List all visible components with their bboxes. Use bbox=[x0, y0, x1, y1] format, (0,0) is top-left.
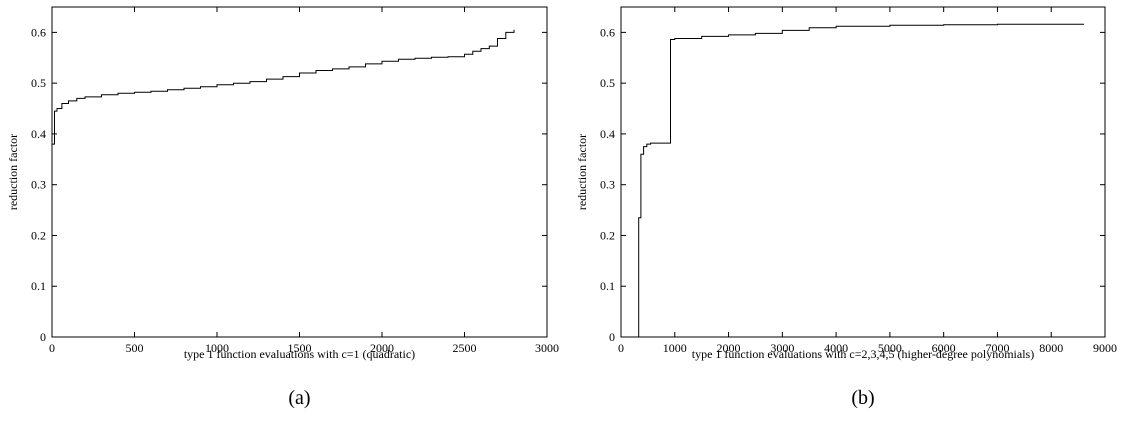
y-tick-label: 0.2 bbox=[31, 228, 46, 242]
subplot-b: 0 1000 2000 3000 4000 5000 6000 7000 8000 9000 00… bbox=[575, 6, 1117, 409]
y-tick-label: 0.4 bbox=[600, 127, 615, 141]
x-tick-label: 3000 bbox=[535, 341, 559, 355]
y-tick-label: 0.6 bbox=[31, 25, 46, 39]
series-line bbox=[52, 29, 515, 145]
x-tick-label: 500 bbox=[126, 341, 144, 355]
x-tick-label: 1000 bbox=[205, 341, 229, 355]
x-tick-label: 0 bbox=[49, 341, 55, 355]
y-tick-label: 0.2 bbox=[600, 228, 615, 242]
plot-frame bbox=[51, 6, 548, 338]
y-tick-label: 0.6 bbox=[600, 25, 615, 39]
y-ticks: 0 0.1 0.2 0.3 0.4 0.5 0.6 bbox=[600, 25, 1105, 344]
x-tick-label: 1500 bbox=[288, 341, 312, 355]
x-tick-label: 2000 bbox=[717, 341, 741, 355]
x-tick-label: 3000 bbox=[770, 341, 794, 355]
x-ticks: 0 1000 2000 3000 4000 5000 6000 7000 8000 9000 bbox=[618, 7, 1117, 355]
x-ticks: 0 500 1000 1500 2000 2500 3000 bbox=[49, 7, 559, 355]
y-tick-label: 0.3 bbox=[600, 178, 615, 192]
y-tick-label: 0.1 bbox=[31, 279, 46, 293]
x-tick-label: 4000 bbox=[824, 341, 848, 355]
subplot-caption: (b) bbox=[851, 387, 874, 409]
x-axis-label: type 1 function evaluations with c=1 (qu… bbox=[184, 347, 415, 361]
x-tick-label: 8000 bbox=[1039, 341, 1063, 355]
x-axis-label: type 1 function evaluations with c=2,3,4… bbox=[692, 347, 1034, 361]
x-tick-label: 0 bbox=[618, 341, 624, 355]
plot-frame bbox=[620, 6, 1106, 338]
y-tick-label: 0.4 bbox=[31, 127, 46, 141]
y-tick-label: 0.3 bbox=[31, 178, 46, 192]
y-tick-label: 0.1 bbox=[600, 279, 615, 293]
x-tick-label: 1000 bbox=[663, 341, 687, 355]
y-tick-label: 0.5 bbox=[600, 76, 615, 90]
x-tick-label: 9000 bbox=[1093, 341, 1117, 355]
x-tick-label: 2000 bbox=[370, 341, 394, 355]
y-tick-label: 0.5 bbox=[31, 76, 46, 90]
x-tick-label: 5000 bbox=[878, 341, 902, 355]
subplot-caption: (a) bbox=[288, 387, 310, 409]
y-ticks: 0 0.1 0.2 0.3 0.4 0.5 0.6 bbox=[31, 25, 547, 344]
series-line bbox=[637, 23, 1084, 338]
x-tick-label: 7000 bbox=[985, 341, 1009, 355]
x-tick-label: 2500 bbox=[453, 341, 477, 355]
subplot-a: 0 500 1000 1500 2000 2500 3000 0 0.1 0.2 0.3 0.4 0.… bbox=[6, 6, 559, 409]
y-tick-label: 0 bbox=[40, 330, 46, 344]
x-tick-label: 6000 bbox=[932, 341, 956, 355]
y-axis-label: reduction factor bbox=[6, 134, 20, 210]
y-axis-label: reduction factor bbox=[575, 134, 589, 210]
y-tick-label: 0 bbox=[609, 330, 615, 344]
